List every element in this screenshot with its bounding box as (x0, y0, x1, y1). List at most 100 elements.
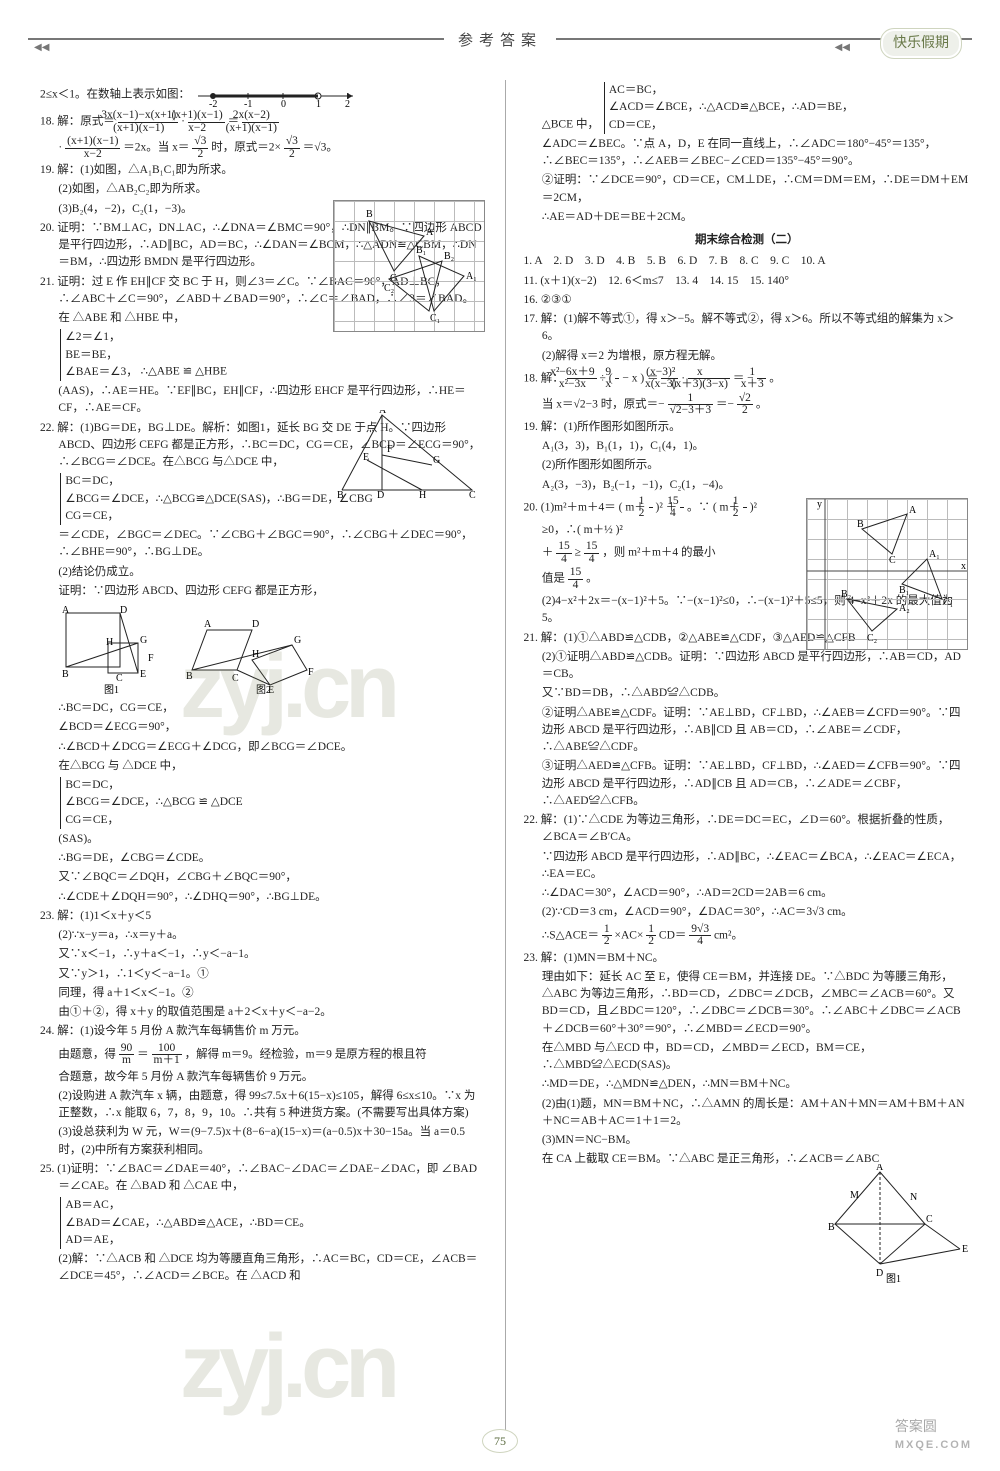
q22-2: ＝∠CDE，∠BGC＝∠DEC。∵∠CBG＋∠BGC＝90°，∴∠CBG＋∠DE… (40, 527, 487, 562)
frac: 1x＋3 (757, 367, 767, 391)
svg-text:N: N (910, 1192, 917, 1203)
rA-3: ∴AE＝AD＋DE＝BE＋2CM。 (524, 209, 971, 226)
q22-5: ∴BC＝DC，CG＝CE， (40, 700, 487, 717)
r18b: 当 x＝√2−3 时，原式＝− 1√2−3＋3 ＝− √22 。 (524, 393, 971, 417)
svg-text:B₂: B₂ (841, 589, 851, 600)
svg-text:D: D (377, 490, 384, 500)
svg-text:图2: 图2 (256, 684, 271, 695)
q19-1: 19. 解：(1)如图，△A₁B₁C₁即为所求。 (40, 162, 487, 179)
t: BE＝BE， (65, 349, 117, 361)
svg-text:G: G (294, 635, 301, 646)
svg-text:D: D (876, 1268, 883, 1279)
svg-text:A: A (426, 227, 434, 238)
svg-text:B₁: B₁ (416, 245, 426, 256)
r23-5: (2)由(1)题，MN＝BM＋NC，∴△AMN 的周长是：AM＋AN＋MN＝AM… (524, 1096, 971, 1131)
t: ∴S△ACE＝ (542, 929, 599, 941)
svg-text:2: 2 (345, 99, 350, 108)
q18: 18. 解：原式＝ 3x(x−1)−x(x+1)(x+1)(x−1) · (x+… (40, 110, 487, 134)
t: 。 (586, 573, 598, 585)
t: BC＝DC， (65, 475, 119, 487)
t: ∠ACD＝∠BCE，∴△ACD≌△BCE，∴AD＝BE， (609, 101, 854, 113)
q22-9: (SAS)。 (40, 831, 487, 848)
r23-1: 23. 解：(1)MN＝BM＋NC。 (524, 950, 971, 967)
q23-3: 又∵x＜−1，∴y＋a＜−1，∴y＜−a−1。 (40, 946, 487, 963)
t: ∴△ABE ≌ △HBE (141, 366, 227, 378)
svg-text:C₂: C₂ (384, 283, 394, 294)
q22-7: ∴∠BCD＋∠DCG＝∠ECG＋∠DCG，即∠BCG＝∠DCE。 (40, 739, 487, 756)
t: 值是 (542, 573, 568, 585)
svg-text:B: B (62, 669, 69, 680)
svg-text:E: E (363, 452, 369, 463)
triangle-figure: ABC DH EFG (337, 410, 477, 500)
q25-1: 25. (1)证明：∵∠BAC＝∠DAE＝40°，∴∠BAC−∠DAC＝∠DAE… (40, 1161, 487, 1196)
frac: x²−6x＋9x²−3x (567, 367, 597, 391)
t: △BCE 中， (542, 119, 599, 131)
svg-text:B₁: B₁ (899, 585, 909, 596)
t: 在 △ABE 和 △HBE 中， (58, 312, 185, 324)
frac: 154 (680, 496, 684, 520)
r19-4: A₂(3，−3)，B₂(−1，−1)，C₂(1，−4)。 (524, 477, 971, 494)
case-bracket: BC＝DC， ∠BCG＝∠DCE，∴△BCG≌△DCE(SAS)，∴BG＝DE，… (60, 473, 372, 525)
t: ∠BAE＝∠3， (65, 366, 137, 378)
svg-text:A₂: A₂ (899, 603, 910, 614)
svg-text:A₁: A₁ (929, 549, 940, 560)
page-number: 75 (482, 1429, 518, 1453)
svg-text:G: G (140, 635, 147, 646)
grid-tri: BAC B₁A₁C₁ C₂B₂ (334, 201, 484, 331)
fig2: ADBC GFEH 图2 (182, 605, 322, 695)
svg-text:C₂: C₂ (867, 633, 877, 644)
svg-text:C₁: C₁ (943, 597, 953, 608)
svg-text:C: C (469, 490, 476, 500)
header-title: 参考答案 (444, 30, 556, 53)
frac: √32 (284, 136, 300, 160)
svg-text:H: H (106, 637, 113, 648)
svg-text:H: H (419, 490, 426, 500)
q23-5: 同理，得 a＋1＜x＜−1。② (40, 985, 487, 1002)
svg-text:F: F (387, 444, 393, 455)
t: · (58, 142, 65, 154)
svg-text:C: C (926, 1214, 933, 1225)
r18: 18. 解： x²−6x＋9x²−3x ÷ ( 9x − x ) ＝ (x−3)… (524, 367, 971, 391)
r22-5: ∴S△ACE＝ 12 ×AC× 12 CD＝ 9√34 cm²。 (524, 924, 971, 948)
q23-2: (2)∵x−y＝a，∴x＝y＋a。 (40, 927, 487, 944)
t: CD＝CE， (609, 119, 663, 131)
t: ＋ (542, 547, 554, 559)
t: 。 (756, 398, 768, 410)
t: )² (750, 501, 757, 513)
frac: 9√34 (689, 924, 711, 948)
q22-8: 在△BCG 与 △DCE 中， (40, 758, 487, 775)
case-bracket: AB＝AC， ∠BAD＝∠CAE，∴△ABD≌△ACE，∴BD＝CE。 AD＝A… (60, 1197, 310, 1249)
t: cm²。 (714, 929, 743, 941)
r19-3: (2)所作图形如图所示。 (524, 457, 971, 474)
q22-4: 证明：∵四边形 ABCD、四边形 CEFG 都是正方形， (40, 583, 487, 600)
test2-mcq: 1. A 2. D 3. D 4. B 5. B 6. D 7. B 8. C … (524, 253, 971, 270)
rA-1: ∠ADC＝∠BEC。∵点 A，D，E 在同一直线上，∴∠ADC＝180°−45°… (524, 136, 971, 171)
frac: 12 (649, 496, 653, 520)
svg-text:A: A (379, 410, 387, 416)
svg-text:图1: 图1 (886, 1273, 901, 1284)
t: BC＝DC， (65, 779, 119, 791)
frac: 9x (615, 367, 619, 391)
test2-16: 16. ②③① (524, 292, 971, 309)
r22-4: (2)∵CD＝3 cm，∠ACD＝90°，∠DAC＝30°，∴AC＝3√3 cm… (524, 904, 971, 921)
r23-3: 在△MBD 与△ECD 中，BD＝CD，∠MBD＝∠ECD，BM＝CE，∴△MB… (524, 1040, 971, 1075)
right-column: △BCE 中， AC＝BC， ∠ACD＝∠BCE，∴△ACD≌△BCE，∴AD＝… (524, 80, 971, 1430)
t: ＝ (137, 1048, 151, 1060)
svg-text:y: y (817, 499, 822, 510)
svg-text:D: D (120, 605, 127, 616)
t: 。 (769, 372, 781, 384)
svg-text:F: F (148, 653, 154, 664)
t: ∠BAD＝∠CAE，∴△ABD≌△ACE，∴BD＝CE。 (65, 1217, 310, 1229)
number-line: -2-1012 (193, 82, 363, 108)
svg-text:1: 1 (316, 99, 321, 108)
rA-0: △BCE 中， AC＝BC， ∠ACD＝∠BCE，∴△ACD≌△BCE，∴AD＝… (524, 82, 971, 134)
svg-text:C: C (889, 555, 896, 566)
t: ∠BCG＝∠DCE，∴△BCG ≌ △DCE (65, 796, 242, 808)
q24-1: 24. 解：(1)设今年 5 月份 A 款汽车每辆售价 m 万元。 (40, 1023, 487, 1040)
q21-case: ∠2＝∠1， BE＝BE， ∠BAE＝∠3， ∴△ABE ≌ △HBE (40, 329, 487, 381)
frac: 12 (602, 924, 612, 948)
svg-text:B: B (828, 1222, 835, 1233)
grid-figure-right: xy BAC A₁B₁C₁ B₂C₂A₂ (806, 498, 968, 650)
svg-text:-2: -2 (209, 99, 217, 108)
r23-2: 理由如下：延长 AC 至 E，使得 CE＝BM，并连接 DE。∵△BDC 为等腰… (524, 969, 971, 1038)
